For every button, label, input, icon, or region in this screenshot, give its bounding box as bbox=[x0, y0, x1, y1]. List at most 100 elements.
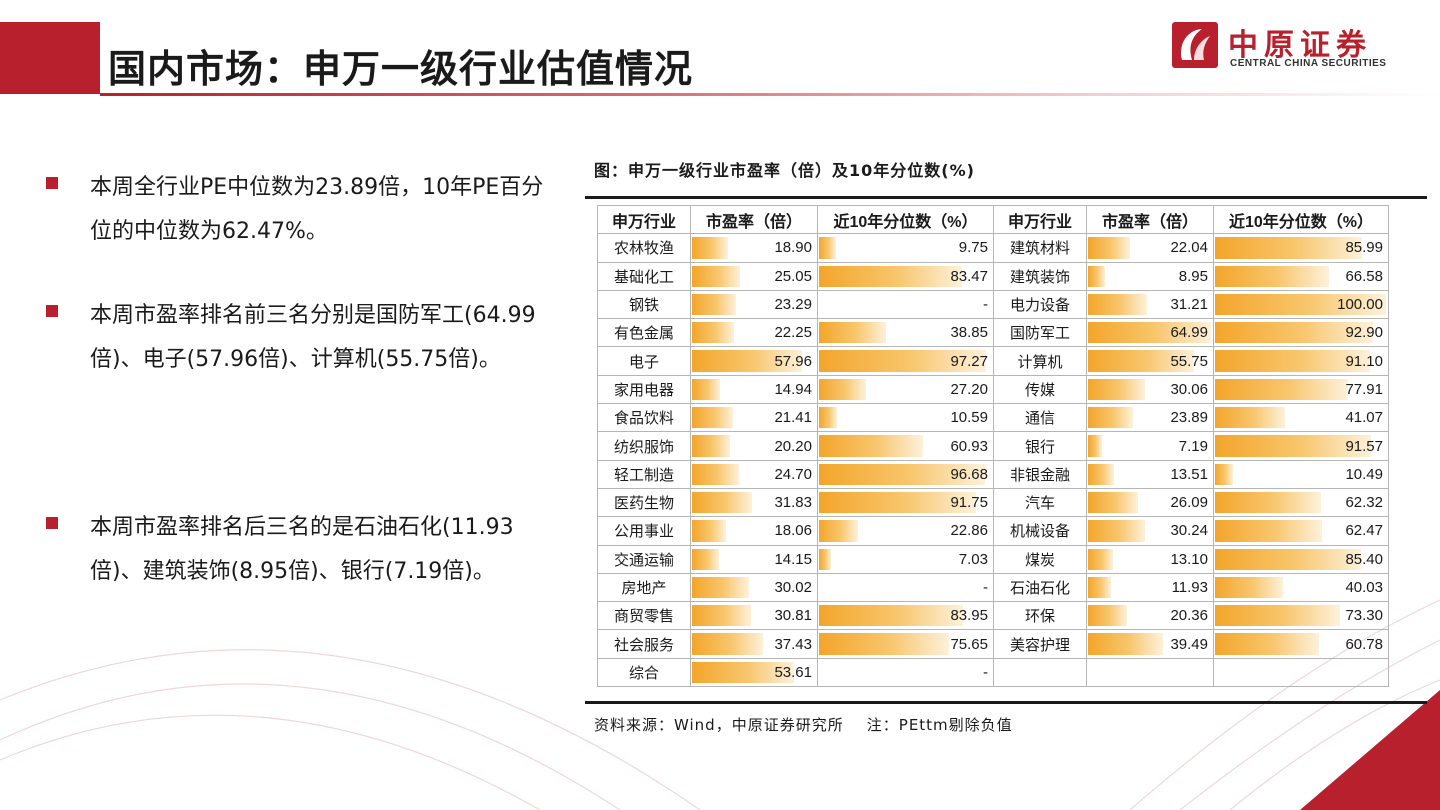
bullet-text: 本周市盈率排名后三名的是石油石化(11.93倍)、建筑装饰(8.95倍)、银行(… bbox=[90, 515, 514, 584]
value-text: 14.15 bbox=[774, 550, 812, 568]
value-cell: 13.10 bbox=[1086, 544, 1214, 574]
value-cell: 85.99 bbox=[1213, 233, 1389, 263]
value-cell: 91.57 bbox=[1213, 431, 1389, 461]
data-bar bbox=[1215, 463, 1233, 485]
value-text: 22.04 bbox=[1170, 239, 1208, 257]
value-text: 22.86 bbox=[950, 522, 988, 540]
value-text: 91.57 bbox=[1345, 437, 1383, 455]
title-underline bbox=[100, 93, 1440, 96]
data-bar bbox=[692, 378, 721, 401]
data-bar bbox=[819, 378, 866, 401]
data-bar bbox=[819, 548, 832, 570]
value-cell: 8.95 bbox=[1086, 261, 1214, 291]
value-text: 10.49 bbox=[1345, 465, 1383, 483]
data-bar bbox=[819, 491, 977, 514]
value-cell: 77.91 bbox=[1213, 374, 1389, 405]
value-text: 23.89 bbox=[1170, 409, 1208, 427]
industry-name-cell: 环保 bbox=[993, 601, 1087, 631]
data-bar bbox=[819, 237, 836, 259]
value-cell: 100.00 bbox=[1213, 289, 1389, 320]
industry-name-cell: 非银金融 bbox=[993, 459, 1087, 489]
value-cell: 39.49 bbox=[1086, 629, 1214, 659]
industry-name-cell: 公用事业 bbox=[597, 516, 691, 546]
value-cell: 30.06 bbox=[1086, 374, 1214, 405]
value-text: 55.75 bbox=[1170, 352, 1208, 370]
value-text: 30.02 bbox=[774, 579, 812, 596]
value-text: 60.93 bbox=[950, 437, 988, 455]
data-bar bbox=[1215, 435, 1372, 457]
value-cell: 22.25 bbox=[690, 318, 818, 348]
industry-name-cell: 国防军工 bbox=[993, 318, 1087, 348]
data-bar bbox=[692, 350, 803, 372]
value-cell: 92.90 bbox=[1213, 318, 1389, 348]
data-bar bbox=[819, 322, 886, 344]
value-text: - bbox=[983, 579, 988, 596]
company-logo: 中原证券 CENTRAL CHINA SECURITIES bbox=[1172, 22, 1422, 74]
value-cell: 27.20 bbox=[817, 374, 994, 405]
value-text: 8.95 bbox=[1178, 267, 1208, 285]
value-text: - bbox=[983, 663, 988, 681]
data-bar bbox=[819, 605, 963, 627]
industry-name-cell: 交通运输 bbox=[597, 544, 691, 574]
table-row: 纺织服饰 20.20 60.93 银行 7.19 91.57 bbox=[597, 431, 1389, 461]
value-cell: 73.30 bbox=[1213, 601, 1389, 631]
bullet-text: 本周全行业PE中位数为23.89倍，10年PE百分位的中位数为62.47%。 bbox=[90, 175, 544, 244]
value-text: - bbox=[983, 296, 988, 314]
industry-name-cell: 通信 bbox=[993, 403, 1087, 433]
industry-name-cell: 电力设备 bbox=[993, 289, 1087, 320]
industry-name-cell: 有色金属 bbox=[597, 318, 691, 348]
data-bar bbox=[692, 293, 737, 316]
value-cell: 14.15 bbox=[690, 544, 818, 574]
industry-name-cell: 综合 bbox=[597, 657, 691, 688]
valuation-table: 申万行业 市盈率（倍） 近10年分位数（%） 申万行业 市盈率（倍） 近10年分… bbox=[597, 204, 1389, 688]
industry-name-cell: 电子 bbox=[597, 346, 691, 376]
industry-name-cell: 食品饮料 bbox=[597, 403, 691, 433]
data-bar bbox=[1215, 350, 1371, 372]
industry-name-cell: 建筑材料 bbox=[993, 233, 1087, 263]
data-bar bbox=[692, 265, 740, 287]
figure-title: 图：申万一级行业市盈率（倍）及10年分位数(%) bbox=[594, 161, 975, 180]
value-cell: 23.29 bbox=[690, 289, 818, 320]
value-text: 25.05 bbox=[774, 267, 812, 285]
value-text: 41.07 bbox=[1345, 409, 1383, 427]
industry-name-cell: 建筑装饰 bbox=[993, 261, 1087, 291]
industry-name-cell: 美容护理 bbox=[993, 629, 1087, 659]
value-text: 97.27 bbox=[950, 352, 988, 370]
data-bar bbox=[1215, 520, 1322, 542]
value-text: 31.21 bbox=[1170, 296, 1208, 314]
column-header: 申万行业 bbox=[993, 204, 1087, 235]
data-bar bbox=[819, 407, 838, 429]
value-text: 22.25 bbox=[774, 324, 812, 342]
value-cell: 31.21 bbox=[1086, 289, 1214, 320]
value-text: 31.83 bbox=[774, 494, 812, 512]
industry-name-cell: 纺织服饰 bbox=[597, 431, 691, 461]
value-text: 62.47 bbox=[1345, 522, 1383, 540]
figure-top-rule bbox=[585, 196, 1427, 199]
table-header-row: 申万行业 市盈率（倍） 近10年分位数（%） 申万行业 市盈率（倍） 近10年分… bbox=[597, 204, 1389, 235]
data-bar bbox=[692, 407, 733, 429]
value-cell: 23.89 bbox=[1086, 403, 1214, 433]
value-text: 11.93 bbox=[1171, 579, 1208, 596]
table-row: 食品饮料 21.41 10.59 通信 23.89 41.07 bbox=[597, 403, 1389, 433]
value-cell: 97.27 bbox=[817, 346, 994, 376]
data-bar bbox=[819, 463, 985, 485]
value-cell: 11.93 bbox=[1086, 572, 1214, 603]
data-bar bbox=[1215, 605, 1340, 627]
industry-name-cell: 石油石化 bbox=[993, 572, 1087, 603]
data-bar bbox=[692, 605, 751, 627]
value-cell: 66.58 bbox=[1213, 261, 1389, 291]
value-cell: 24.70 bbox=[690, 459, 818, 489]
value-cell: 62.47 bbox=[1213, 516, 1389, 546]
logo-english-name: CENTRAL CHINA SECURITIES bbox=[1230, 58, 1387, 69]
value-cell: 64.99 bbox=[1086, 318, 1214, 348]
data-bar bbox=[1088, 378, 1146, 401]
data-bar bbox=[692, 322, 735, 344]
value-text: 30.06 bbox=[1170, 380, 1208, 398]
value-text: 13.51 bbox=[1170, 465, 1208, 483]
value-cell: 75.65 bbox=[817, 629, 994, 659]
data-bar bbox=[1088, 435, 1102, 457]
data-bar bbox=[819, 633, 949, 655]
value-cell: 60.93 bbox=[817, 431, 994, 461]
value-text: 60.78 bbox=[1345, 635, 1383, 653]
table-row: 综合 53.61 - bbox=[597, 657, 1389, 688]
